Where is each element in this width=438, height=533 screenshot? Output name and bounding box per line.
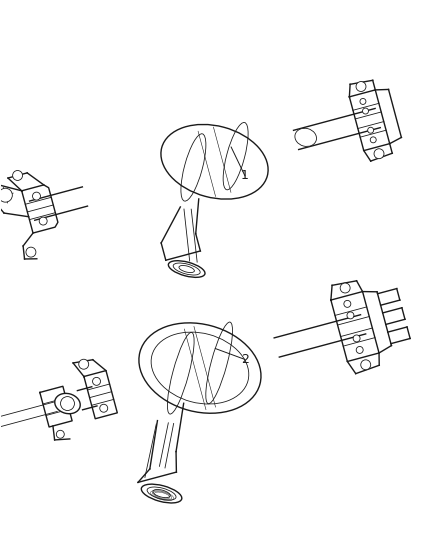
Ellipse shape: [141, 484, 182, 503]
Circle shape: [347, 312, 354, 319]
Circle shape: [26, 247, 36, 257]
Circle shape: [100, 404, 108, 412]
Circle shape: [360, 99, 366, 104]
Circle shape: [79, 359, 88, 369]
Circle shape: [92, 377, 100, 385]
Ellipse shape: [295, 128, 317, 147]
Ellipse shape: [139, 323, 261, 413]
Circle shape: [353, 335, 360, 342]
Circle shape: [356, 346, 363, 353]
Circle shape: [367, 127, 374, 133]
Circle shape: [13, 171, 22, 181]
Circle shape: [374, 149, 384, 159]
Text: 2: 2: [241, 353, 249, 366]
Circle shape: [344, 301, 351, 308]
Circle shape: [32, 192, 40, 200]
Ellipse shape: [55, 393, 80, 414]
Circle shape: [356, 82, 366, 92]
Circle shape: [60, 397, 74, 410]
Ellipse shape: [168, 261, 205, 277]
Circle shape: [340, 283, 350, 293]
Circle shape: [370, 137, 376, 143]
Circle shape: [57, 430, 64, 438]
Circle shape: [39, 217, 47, 225]
Circle shape: [0, 188, 12, 202]
Ellipse shape: [161, 124, 268, 199]
Circle shape: [363, 108, 368, 114]
Circle shape: [361, 360, 371, 370]
Text: 1: 1: [241, 169, 249, 182]
